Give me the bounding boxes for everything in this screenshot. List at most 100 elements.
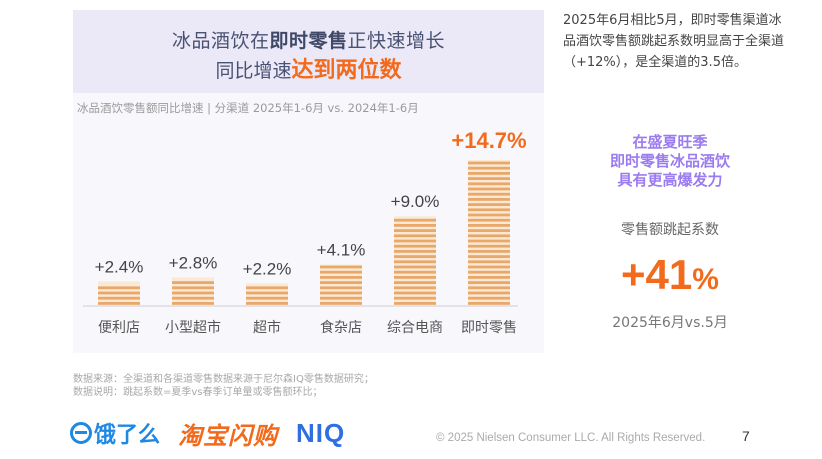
category-label: 即时零售 bbox=[461, 320, 517, 336]
bar-stripe bbox=[468, 276, 510, 279]
bar-stripe bbox=[394, 296, 436, 300]
bar-stripe bbox=[172, 302, 214, 305]
bar-stripe bbox=[468, 250, 510, 253]
bar-stripe bbox=[468, 286, 510, 290]
bar-stripe bbox=[320, 286, 362, 290]
bar-stripe bbox=[172, 296, 214, 300]
category-label: 食杂店 bbox=[320, 319, 362, 336]
niq-logo: NIQ bbox=[296, 417, 346, 448]
bar-stripe bbox=[394, 255, 436, 258]
metric-number: +41 bbox=[621, 251, 693, 298]
copyright: © 2025 Nielsen Consumer LLC. All Rights … bbox=[436, 432, 706, 444]
eleme-logo: 饿了么 bbox=[70, 417, 160, 449]
bar-stripe bbox=[468, 192, 510, 196]
bar-stripe bbox=[468, 203, 510, 206]
bar-stripe bbox=[394, 234, 436, 238]
bar-stripe bbox=[468, 302, 510, 305]
bar-stripe bbox=[320, 276, 362, 279]
bar-stripe bbox=[246, 302, 288, 305]
bar-stripe bbox=[98, 286, 140, 290]
bar-value-label: +4.1% bbox=[317, 241, 366, 260]
bar-stripe bbox=[320, 265, 362, 269]
bar-value-label: +2.4% bbox=[95, 257, 144, 276]
category-label: 超市 bbox=[253, 319, 281, 336]
bar-0 bbox=[98, 281, 140, 305]
bar-stripe bbox=[172, 291, 214, 295]
category-label: 便利店 bbox=[98, 320, 140, 336]
bar-stripe bbox=[468, 208, 510, 212]
bar-stripe bbox=[172, 281, 214, 284]
bar-chart: +2.4% 便利店 +2.8% 小型超市 +2.2% 超市 +4.1% 食杂店 +9.0% 综合电… bbox=[73, 10, 544, 353]
bar-stripe bbox=[394, 260, 436, 264]
bar-stripe bbox=[468, 234, 510, 238]
insight-note: 2025年6月相比5月，即时零售渠道冰品酒饮零售额跳起系数明显高于全渠道（+12… bbox=[563, 13, 785, 70]
bar-value-label: +2.8% bbox=[169, 253, 218, 272]
bar-5 bbox=[468, 159, 510, 305]
bar-stripe bbox=[394, 244, 436, 248]
taobao-shangou-logo: 淘宝闪购 bbox=[178, 421, 279, 450]
bar-stripe bbox=[98, 302, 140, 305]
chart-title: 冰品酒饮零售额同比增速 | 分渠道 2025年1-6月 vs. 2024年1-6… bbox=[77, 101, 419, 115]
bar-stripe bbox=[468, 265, 510, 269]
bar-stripe bbox=[394, 229, 436, 232]
bar-stripe bbox=[468, 244, 510, 248]
bar-2 bbox=[246, 283, 288, 305]
bar-stripe bbox=[394, 270, 436, 274]
category-label: 综合电商 bbox=[387, 320, 443, 336]
metric-period: 2025年6月vs.5月 bbox=[612, 315, 728, 331]
bar-stripe bbox=[468, 198, 510, 201]
headline-text: 正快速增长 bbox=[347, 30, 446, 52]
bar-stripe bbox=[394, 265, 436, 269]
source-notes: 数据来源：全渠道和各渠道零售数据来源于尼尔森IQ零售数据研究； 数据说明：跳起系… bbox=[73, 373, 374, 399]
bar-stripe bbox=[468, 255, 510, 258]
page-number: 7 bbox=[742, 428, 750, 444]
promo-line: 具有更高爆发力 bbox=[617, 171, 723, 189]
bar-stripe bbox=[172, 286, 214, 290]
bar-stripe bbox=[320, 270, 362, 274]
bar-stripe bbox=[394, 286, 436, 290]
eleme-logo-text: 饿了么 bbox=[94, 423, 161, 448]
bar-stripe bbox=[468, 239, 510, 243]
bar-stripe bbox=[468, 296, 510, 300]
bar-stripe bbox=[468, 270, 510, 274]
bar-stripe bbox=[394, 281, 436, 284]
headline-highlight: 达到两位数 bbox=[291, 58, 402, 83]
metric-unit: % bbox=[692, 263, 719, 296]
bar-1 bbox=[172, 277, 214, 305]
category-label: 小型超市 bbox=[165, 319, 221, 336]
bar-stripe bbox=[394, 302, 436, 305]
bar-stripe bbox=[468, 182, 510, 186]
bar-stripe bbox=[468, 161, 510, 165]
bar-stripe bbox=[394, 224, 436, 227]
bar-stripe bbox=[468, 229, 510, 232]
headline-bold-text: 即时零售 bbox=[269, 30, 348, 52]
bar-stripe bbox=[468, 224, 510, 227]
bar-stripe bbox=[320, 291, 362, 295]
bar-stripe bbox=[468, 281, 510, 284]
bar-stripe bbox=[320, 302, 362, 305]
promo-line: 在盛夏旺季 bbox=[632, 133, 708, 151]
bar-stripe bbox=[320, 296, 362, 300]
bar-stripe bbox=[320, 281, 362, 284]
partner-logos: 饿了么 淘宝闪购 NIQ bbox=[70, 417, 346, 450]
bar-value-label: +2.2% bbox=[243, 259, 292, 278]
bar-stripe bbox=[468, 218, 510, 222]
bar-stripe bbox=[394, 250, 436, 253]
bar-stripe bbox=[468, 172, 510, 175]
headline-line-1: 冰品酒饮在即时零售正快速增长 bbox=[73, 26, 544, 53]
bar-4 bbox=[394, 216, 436, 305]
definition-line: 数据说明：跳起系数=夏季vs春季订单量或零售额环比； bbox=[73, 387, 323, 398]
bar-stripe bbox=[246, 296, 288, 300]
bar-stripe bbox=[468, 213, 510, 217]
promo-callout: 在盛夏旺季 即时零售冰品酒饮 具有更高爆发力 bbox=[570, 133, 770, 190]
chart-panel: 冰品酒饮在即时零售正快速增长 同比增速达到两位数 冰品酒饮零售额同比增速 | 分… bbox=[73, 10, 544, 353]
bar-value-label: +9.0% bbox=[391, 192, 440, 211]
bar-chart-svg: +2.4% 便利店 +2.8% 小型超市 +2.2% 超市 +4.1% 食杂店 +9.0% 综合电… bbox=[83, 128, 527, 336]
bar-stripe bbox=[394, 276, 436, 279]
bar-stripe bbox=[246, 291, 288, 295]
bar-stripe bbox=[468, 166, 510, 170]
bar-stripe bbox=[468, 177, 510, 180]
bar-stripe bbox=[468, 260, 510, 264]
bar-stripe bbox=[246, 286, 288, 290]
headline-text: 同比增速 bbox=[215, 60, 292, 82]
